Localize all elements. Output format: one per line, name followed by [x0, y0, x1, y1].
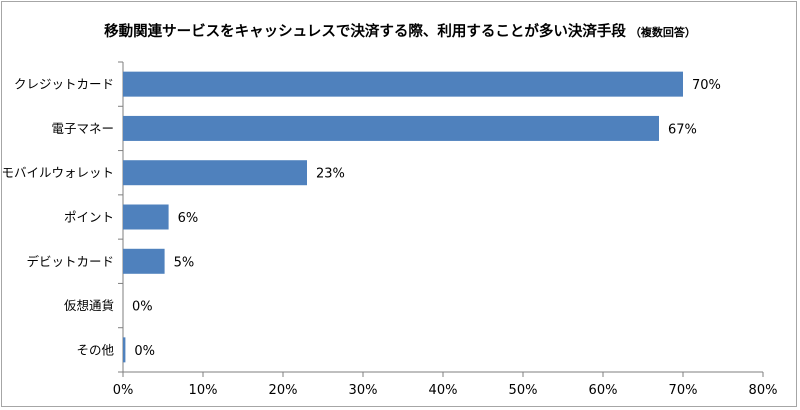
x-tick-label: 0% — [113, 383, 134, 398]
category-label: デビットカード — [26, 254, 114, 269]
x-tick-label: 60% — [589, 383, 618, 398]
value-label: 6% — [178, 211, 199, 226]
bar — [123, 337, 126, 363]
bar — [123, 71, 683, 97]
bar — [123, 204, 169, 230]
x-tick-label: 50% — [509, 383, 538, 398]
value-label: 23% — [316, 167, 345, 182]
x-tick-label: 30% — [349, 383, 378, 398]
bar — [123, 115, 659, 141]
category-label: その他 — [76, 342, 114, 357]
category-label: 電子マネー — [51, 121, 114, 136]
category-label: クレジットカード — [14, 77, 114, 92]
category-label: モバイルウォレット — [1, 165, 114, 180]
value-label: 70% — [692, 78, 721, 93]
chart-title-text: 移動関連サービスをキャッシュレスで決済する際、利用することが多い決済手段 — [104, 24, 626, 40]
bar — [123, 248, 165, 274]
value-label: 0% — [134, 344, 155, 359]
category-label: 仮想通貨 — [64, 298, 114, 313]
value-label: 5% — [174, 255, 195, 270]
x-tick-label: 20% — [269, 383, 298, 398]
chart-title: 移動関連サービスをキャッシュレスで決済する際、利用することが多い決済手段 （複数回… — [0, 20, 800, 41]
value-label: 67% — [668, 122, 697, 137]
x-tick-label: 40% — [429, 383, 458, 398]
chart-subtitle: （複数回答） — [629, 26, 696, 39]
value-label: 0% — [132, 300, 153, 315]
x-tick-label: 10% — [189, 383, 218, 398]
x-tick-label: 70% — [669, 383, 698, 398]
x-tick-label: 80% — [749, 383, 778, 398]
category-label: ポイント — [64, 210, 114, 225]
bar — [123, 160, 307, 186]
